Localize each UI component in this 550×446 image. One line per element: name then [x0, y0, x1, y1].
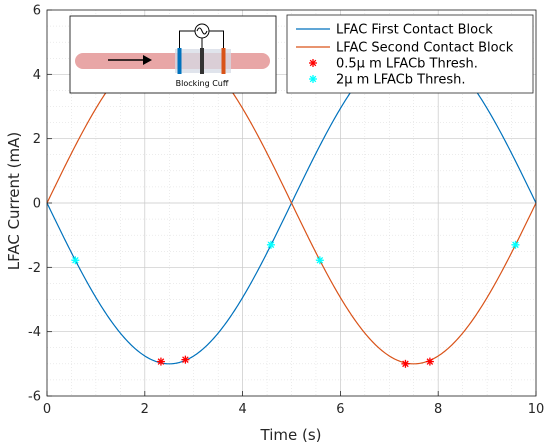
threshold-marker-2: [401, 359, 410, 368]
arrow-head-icon: [143, 55, 152, 65]
threshold-marker-3: [71, 256, 80, 265]
second-contact-electrode: [221, 48, 226, 74]
x-tick-label: 8: [434, 402, 442, 417]
legend: LFAC First Contact Block LFAC Second Con…: [286, 14, 534, 94]
threshold-marker-3: [266, 240, 275, 249]
y-tick-label: 4: [33, 68, 41, 83]
x-axis-label: Time (s): [260, 426, 322, 444]
y-tick-label: 6: [33, 4, 41, 19]
center-contact-electrode: [200, 48, 204, 74]
threshold-marker-2: [156, 357, 165, 366]
y-tick-label: -4: [28, 325, 41, 340]
axis-ticks: [46, 9, 537, 397]
threshold-marker-2: [425, 357, 434, 366]
x-tick-label: 4: [238, 402, 246, 417]
legend-star-05um: [309, 59, 317, 67]
first-contact-electrode: [177, 48, 182, 74]
legend-label-first-contact: LFAC First Contact Block: [336, 23, 493, 38]
legend-marker-2um: [309, 75, 317, 83]
x-tick-labels: 0 2 4 6 8 10: [43, 402, 544, 417]
threshold-marker-3: [511, 240, 520, 249]
legend-box: [286, 14, 534, 94]
y-tick-label: -6: [28, 390, 41, 405]
nerve-fiber-shape: [75, 53, 270, 69]
threshold-markers: [71, 240, 520, 368]
y-tick-label: -2: [28, 261, 41, 276]
x-tick-label: 10: [528, 402, 545, 417]
wire-right: [209, 30, 224, 48]
legend-label-2um: 2μ m LFACb Thresh.: [336, 73, 466, 88]
y-axis-label: LFAC Current (mA): [5, 132, 23, 271]
legend-marker-05um: [309, 59, 317, 67]
y-tick-label: 2: [33, 132, 41, 147]
threshold-marker-2: [181, 355, 190, 364]
x-tick-label: 2: [141, 402, 149, 417]
x-tick-label: 6: [336, 402, 344, 417]
legend-star-2um: [309, 75, 317, 83]
legend-label-05um: 0.5μ m LFACb Thresh.: [336, 57, 478, 72]
threshold-marker-3: [315, 256, 324, 265]
legend-label-second-contact: LFAC Second Contact Block: [336, 41, 514, 56]
y-tick-label: 0: [33, 197, 41, 212]
inset-caption: Blocking Cuff: [176, 79, 229, 88]
y-tick-labels: -6 -4 -2 0 2 4 6: [28, 4, 41, 405]
x-tick-label: 0: [43, 402, 51, 417]
blocking-cuff-inset: Blocking Cuff: [69, 15, 277, 94]
wire-left: [179, 30, 195, 48]
sine-wave-icon: [196, 27, 208, 35]
